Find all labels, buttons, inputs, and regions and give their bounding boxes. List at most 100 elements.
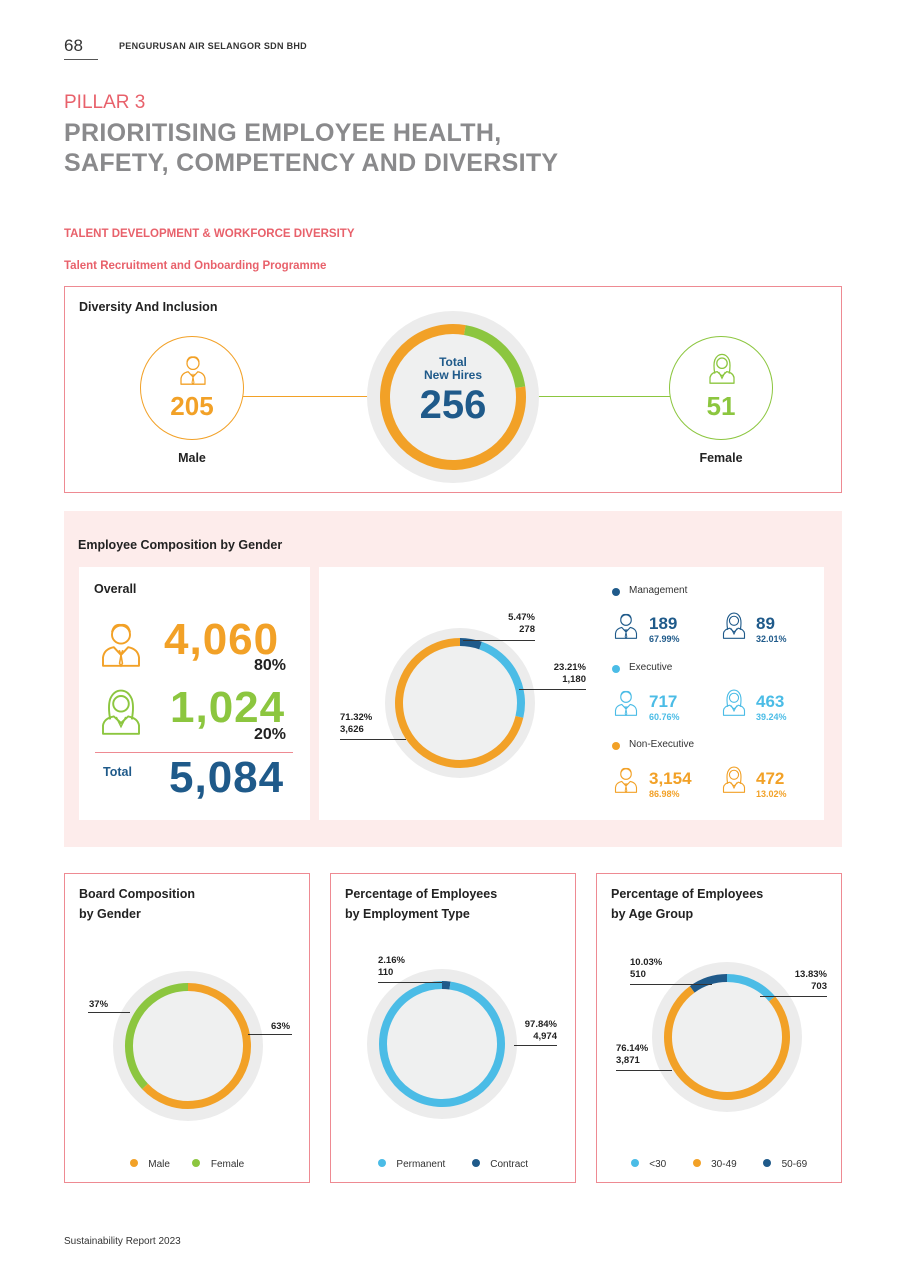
board-male-leader [248,1034,292,1035]
age-30-pct: 76.14% [616,1043,649,1054]
new-hires-arcs [380,324,526,470]
board-female-leader [88,1012,130,1013]
executive-arc [479,641,525,718]
overall-label: Overall [94,582,137,596]
male-icon [177,353,209,385]
nonexec-seg-pct: 71.32% [340,712,373,723]
executive-female-count: 463 [756,692,785,711]
female-hires-value: 51 [706,391,736,421]
employment-legend-contract: Contract [490,1159,529,1170]
contract-value: 110 [378,967,394,978]
age-30-leader [616,1070,672,1071]
age-lt30-value: 703 [811,981,827,992]
nonexec-seg-value: 3,626 [340,724,364,735]
board-title: Board Composition by Gender [79,884,195,924]
executive-female-pct: 39.24% [756,712,787,722]
new-hires-male-arc [380,324,526,470]
executive-dot [612,665,620,673]
overall-card: Overall 4,060 80% 1,024 20% Total 5,084 [79,567,310,820]
board-legend: Male Female [64,1154,310,1172]
board-title-line2: by Gender [79,907,141,921]
age-title-line1: Percentage of Employees [611,887,764,901]
total-divider [95,752,293,753]
permanent-leader [514,1045,557,1046]
employment-title: Percentage of Employees by Employment Ty… [345,884,497,924]
nonexec-seg-label: 71.32% 3,626 [340,712,372,736]
pillar-label: PILLAR 3 [64,92,146,113]
age-title-line2: by Age Group [611,907,694,921]
employment-legend: Permanent Contract [330,1154,576,1172]
permanent-seg-label: 97.84% 4,974 [500,1019,557,1043]
female-employee-pct: 20% [253,726,286,743]
age-legend-30: 30-49 [711,1159,737,1170]
age-30-label: 76.14% 3,871 [616,1043,648,1067]
employment-title-line1: Percentage of Employees [345,887,498,901]
composition-arcs [395,638,525,768]
age-50-69-arc [689,974,728,993]
board-donut [113,971,263,1121]
management-seg-value: 278 [519,624,535,635]
executive-male-icon [612,686,640,718]
age-donut [652,962,802,1112]
executive-male-pct: 60.76% [649,712,680,722]
age-legend-50-dot [763,1159,772,1167]
nonexec-arc [395,638,524,768]
female-connector-line [528,396,670,397]
management-dot [612,588,620,596]
contract-pct: 2.16% [378,955,405,966]
section-heading: TALENT DEVELOPMENT & WORKFORCE DIVERSITY [64,228,355,240]
nonexec-female-count: 472 [756,769,785,788]
male-connector-line [243,396,379,397]
management-seg-pct: 5.47% [508,612,535,623]
new-hires-female-arc [463,325,526,389]
board-legend-female-dot [192,1159,201,1167]
age-50-label: 10.03% 510 [630,957,662,981]
composition-donut [385,628,535,778]
executive-seg-pct: 23.21% [553,662,586,673]
contract-arc [441,981,451,990]
page-title-line2: SAFETY, COMPETENCY AND DIVERSITY [64,149,559,177]
permanent-pct: 97.84% [524,1019,557,1030]
nonexec-female-pct: 13.02% [756,789,787,799]
executive-seg-label: 23.21% 1,180 [530,662,586,686]
management-arc [459,638,482,650]
male-employee-icon [97,615,145,671]
page-title-line1: PRIORITISING EMPLOYEE HEALTH, [64,119,502,147]
footer-text: Sustainability Report 2023 [64,1236,181,1247]
executive-seg-value: 1,180 [562,674,586,685]
male-hires-label: Male [178,451,206,465]
male-employee-count: 4,060 [164,615,280,664]
female-employee-icon [97,683,145,739]
management-male-pct: 67.99% [649,634,680,644]
nonexec-dot [612,742,620,750]
male-hires-value: 205 [170,391,214,421]
management-male-count: 189 [649,614,678,633]
management-female-icon [720,609,748,641]
board-male-pct: 63% [271,1021,291,1032]
executive-male-count: 717 [649,692,678,711]
age-arcs [664,974,790,1100]
male-hires-circle: 205 [140,336,244,440]
board-female-pct: 37% [89,999,109,1010]
page-title: PRIORITISING EMPLOYEE HEALTH, SAFETY, CO… [64,118,558,178]
male-employee-pct: 80% [253,657,286,674]
age-legend-lt30-dot [630,1159,639,1167]
management-male-icon [612,609,640,641]
category-breakdown: Management 189 67.99% 89 32.01% Executiv… [612,585,812,805]
age-title: Percentage of Employees by Age Group [611,884,763,924]
diversity-title: Diversity And Inclusion [79,300,218,314]
board-legend-male-dot [129,1159,138,1167]
nonexec-male-pct: 86.98% [649,789,680,799]
female-employee-count: 1,024 [170,683,286,732]
management-seg-label: 5.47% 278 [480,612,535,636]
board-title-line1: Board Composition [79,887,195,901]
age-lt30-pct: 13.83% [794,969,827,980]
nonexec-leader [340,739,406,740]
age-50-leader [630,984,712,985]
contract-leader [378,982,442,983]
employment-legend-permanent: Permanent [396,1159,446,1170]
age-legend: <30 30-49 50-69 [596,1154,842,1172]
permanent-value: 4,974 [533,1031,557,1042]
management-label: Management [629,585,688,596]
executive-female-icon [720,686,748,718]
